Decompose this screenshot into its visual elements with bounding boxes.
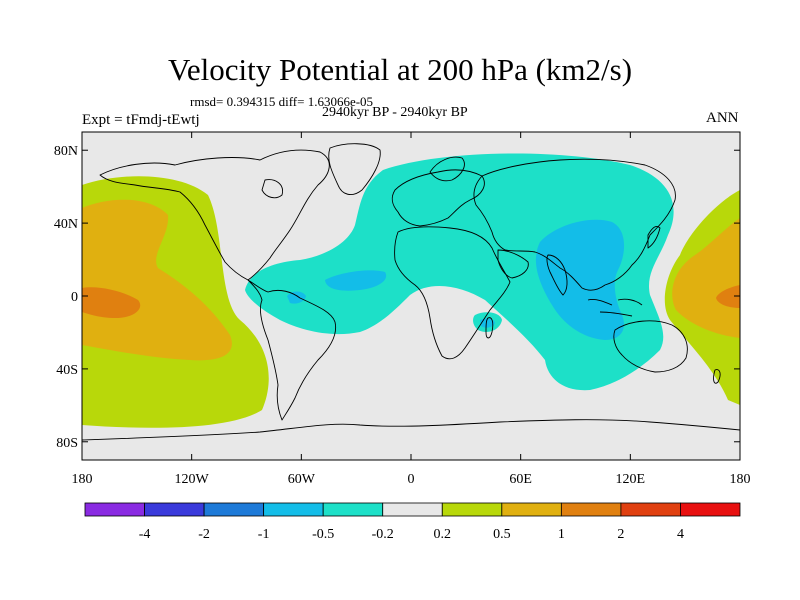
lat-tick-label: 40N [54, 217, 78, 232]
contour-negative-weak-main [245, 153, 674, 391]
colorbar-swatch [441, 502, 503, 517]
colorbar-swatch [680, 502, 741, 517]
colorbar-swatch [560, 502, 622, 517]
coastline-australia [613, 320, 688, 373]
coastline-japan [647, 225, 661, 249]
coastline-africa [394, 226, 511, 360]
colorbar-label: 4 [677, 527, 684, 542]
lon-tick-label: 180 [730, 472, 751, 487]
lon-tick-label: 120E [616, 472, 646, 487]
contour-positive-moderate-west [82, 199, 232, 361]
coastline-north-america [99, 149, 330, 281]
contour-positive-strong-east [716, 285, 740, 308]
colorbar-swatch [144, 502, 205, 517]
coastline-scandinavia [429, 156, 465, 182]
colorbar-swatch [203, 502, 265, 517]
chart-title: Velocity Potential at 200 hPa (km2/s) [167, 52, 633, 87]
lon-axis-bottom: 180 120W 60W 0 60E 120E 180 [72, 132, 751, 487]
coastline-greenland [328, 143, 381, 196]
lon-tick-label: 180 [72, 472, 93, 487]
experiment-label: Expt = tFmdj-tEwtj [82, 112, 200, 128]
colorbar-swatch [322, 502, 384, 517]
colorbar-label: -2 [198, 527, 210, 542]
contour-positive-moderate-east [672, 218, 740, 338]
colorbar: -4 -2 -1 -0.5 -0.2 0.2 0.5 1 2 4 [84, 502, 741, 542]
lon-tick-label: 120W [175, 472, 210, 487]
colorbar-swatch [501, 502, 562, 517]
colorbar-label: 0.5 [493, 527, 511, 542]
period-label: 2940kyr BP - 2940kyr BP [322, 105, 468, 120]
colorbar-swatch [84, 502, 145, 517]
colorbar-swatch [382, 502, 443, 517]
lon-tick-label: 60W [288, 472, 316, 487]
colorbar-label: 0.2 [434, 527, 452, 542]
contour-negative-moderate-samerica [287, 291, 306, 304]
coastline-hudson [261, 179, 283, 199]
contour-negative-moderate-mozambique [480, 318, 495, 328]
coastline-arabia [497, 249, 529, 279]
lat-tick-label: 80S [56, 436, 78, 451]
contour-positive-strong-west [82, 287, 141, 318]
stats-label: rmsd= 0.394315 diff= 1.63066e-05 [190, 94, 374, 109]
colorbar-swatch [263, 502, 324, 517]
coastline-antarctica [82, 419, 740, 441]
contour-negative-moderate-indo [535, 219, 625, 340]
colorbar-label: 2 [617, 527, 624, 542]
lon-tick-label: 60E [509, 472, 532, 487]
colorbar-label: -0.5 [312, 527, 334, 542]
coastline-india [546, 254, 568, 296]
coastline-europe [391, 169, 485, 227]
coastline-indonesia [587, 298, 643, 317]
lat-axis-left: 80N 40N 0 40S 80S [54, 144, 740, 451]
lat-tick-label: 0 [71, 290, 78, 305]
coastlines [82, 143, 740, 441]
coastline-new-zealand [713, 369, 721, 384]
coastline-madagascar [485, 317, 494, 339]
contour-negative-moderate-atlantic [325, 270, 387, 291]
lat-tick-label: 80N [54, 144, 78, 159]
colorbar-label: -1 [258, 527, 270, 542]
contour-fill-layer [82, 153, 740, 428]
coastline-south-america [247, 279, 337, 421]
season-label: ANN [706, 110, 739, 126]
lon-tick-label: 0 [408, 472, 415, 487]
coastline-asia [473, 158, 676, 291]
lat-tick-label: 40S [56, 363, 78, 378]
colorbar-label: -0.2 [372, 527, 394, 542]
colorbar-label: -4 [139, 527, 151, 542]
colorbar-swatch [620, 502, 681, 517]
colorbar-label: 1 [558, 527, 565, 542]
